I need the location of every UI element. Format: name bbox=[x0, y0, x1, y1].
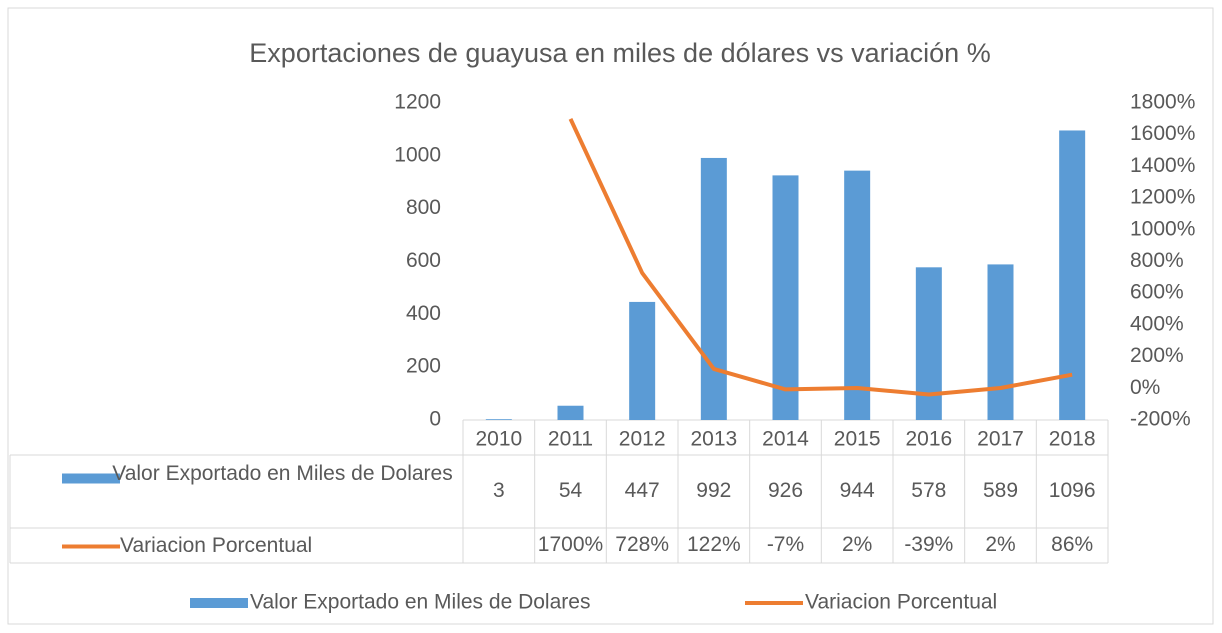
table-value: 2% bbox=[985, 533, 1015, 556]
legend-key bbox=[190, 598, 248, 608]
table-legend-key bbox=[62, 473, 120, 484]
y-tick-label: 200 bbox=[406, 355, 441, 378]
table-value: 926 bbox=[768, 479, 803, 502]
x-tick-label: 2010 bbox=[475, 428, 522, 451]
y2-tick-label: 1000% bbox=[1130, 217, 1195, 240]
y2-tick-label: 1600% bbox=[1130, 122, 1195, 145]
bar bbox=[772, 175, 799, 420]
y2-tick-label: 600% bbox=[1130, 281, 1184, 304]
table-value: 1096 bbox=[1049, 479, 1096, 502]
x-tick-label: 2013 bbox=[690, 428, 737, 451]
y2-tick-label: 0% bbox=[1130, 376, 1160, 399]
legend-label: Variacion Porcentual bbox=[805, 591, 997, 614]
table-value: 992 bbox=[696, 479, 731, 502]
table-value: 2% bbox=[842, 533, 872, 556]
chart-border bbox=[7, 7, 1214, 625]
x-tick-label: 2017 bbox=[977, 428, 1024, 451]
y2-tick-label: 400% bbox=[1130, 312, 1184, 335]
table-value: 447 bbox=[625, 479, 660, 502]
y-tick-label: 1000 bbox=[394, 143, 441, 166]
x-tick-label: 2016 bbox=[905, 428, 952, 451]
y2-tick-label: -200% bbox=[1130, 408, 1191, 431]
table-value: 54 bbox=[559, 479, 583, 502]
y2-tick-label: 1200% bbox=[1130, 186, 1195, 209]
bar bbox=[557, 405, 584, 420]
y2-tick-label: 1400% bbox=[1130, 154, 1195, 177]
table-value: 578 bbox=[911, 479, 946, 502]
table-value: 1700% bbox=[538, 533, 603, 556]
table-value: 728% bbox=[615, 533, 669, 556]
table-row-label: Valor Exportado en Miles de Dolares bbox=[112, 462, 453, 485]
bar bbox=[915, 267, 942, 420]
table-value: 122% bbox=[687, 533, 741, 556]
line bbox=[568, 118, 1073, 397]
table-value: -39% bbox=[904, 533, 953, 556]
x-tick-label: 2014 bbox=[762, 428, 809, 451]
table-value: -7% bbox=[767, 533, 804, 556]
table-value: 3 bbox=[493, 479, 505, 502]
y-tick-label: 0 bbox=[429, 408, 441, 431]
y2-tick-label: 800% bbox=[1130, 249, 1184, 272]
x-tick-label: 2018 bbox=[1049, 428, 1096, 451]
table-row-label: Variacion Porcentual bbox=[120, 533, 313, 557]
y2-tick-label: 1800% bbox=[1130, 91, 1195, 114]
legend-label: Valor Exportado en Miles de Dolares bbox=[250, 591, 590, 614]
x-tick-label: 2011 bbox=[548, 428, 593, 451]
y2-tick-label: 200% bbox=[1130, 344, 1184, 367]
y-tick-label: 400 bbox=[406, 302, 441, 325]
bar bbox=[700, 157, 727, 421]
x-tick-label: 2012 bbox=[619, 428, 666, 451]
bar bbox=[485, 419, 512, 420]
bar bbox=[987, 264, 1014, 420]
y-tick-label: 1200 bbox=[394, 91, 441, 114]
table-value: 589 bbox=[983, 479, 1018, 502]
bar bbox=[629, 301, 656, 420]
table-value: 944 bbox=[840, 479, 875, 502]
y-tick-label: 600 bbox=[406, 249, 441, 272]
bar bbox=[844, 170, 871, 420]
y-tick-label: 800 bbox=[406, 196, 441, 219]
x-tick-label: 2015 bbox=[834, 428, 881, 451]
chart-title: Exportaciones de guayusa en miles de dól… bbox=[249, 38, 990, 68]
bar bbox=[1059, 130, 1086, 420]
table-value: 86% bbox=[1051, 533, 1093, 556]
